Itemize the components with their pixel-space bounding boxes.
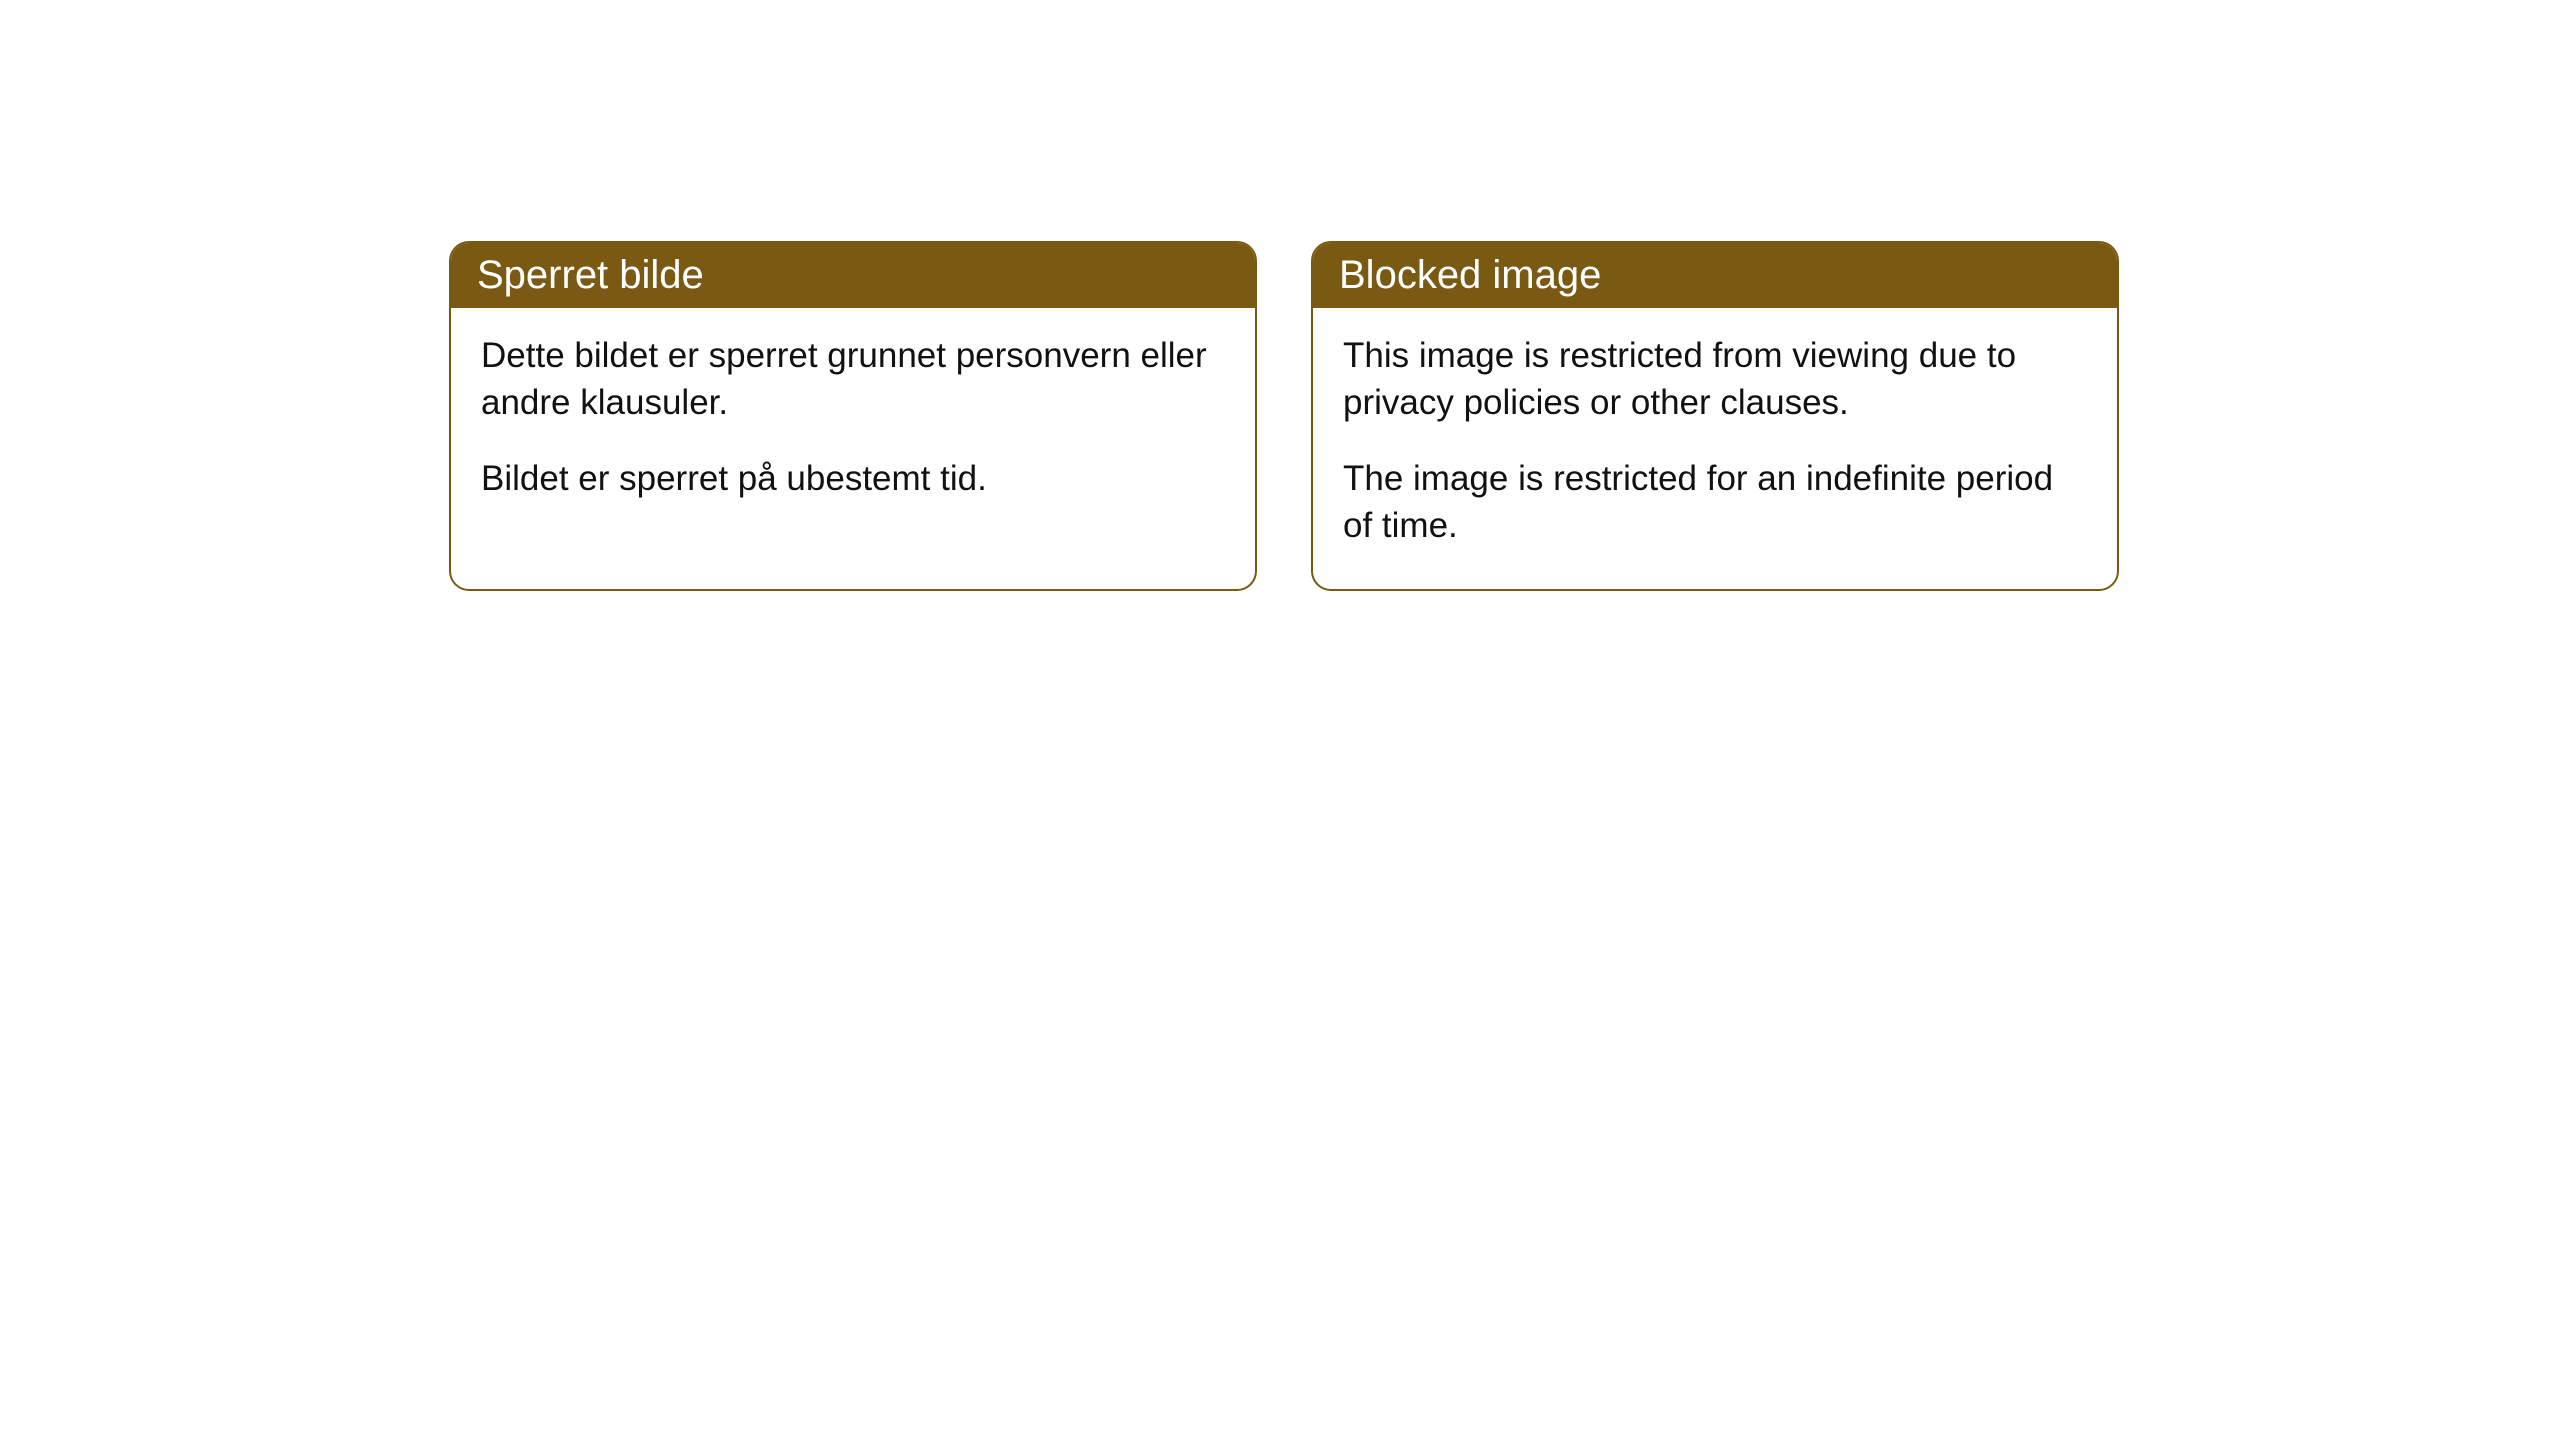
card-text-no-p1: Dette bildet er sperret grunnet personve… (481, 332, 1225, 427)
card-text-en-p2: The image is restricted for an indefinit… (1343, 455, 2087, 550)
card-text-no-p2: Bildet er sperret på ubestemt tid. (481, 455, 1225, 502)
blocked-image-card-english: Blocked image This image is restricted f… (1311, 241, 2119, 591)
card-body-norwegian: Dette bildet er sperret grunnet personve… (451, 308, 1255, 542)
card-header-norwegian: Sperret bilde (451, 243, 1255, 308)
blocked-image-card-norwegian: Sperret bilde Dette bildet er sperret gr… (449, 241, 1257, 591)
card-body-english: This image is restricted from viewing du… (1313, 308, 2117, 589)
notice-cards-container: Sperret bilde Dette bildet er sperret gr… (449, 241, 2119, 591)
card-text-en-p1: This image is restricted from viewing du… (1343, 332, 2087, 427)
card-header-english: Blocked image (1313, 243, 2117, 308)
